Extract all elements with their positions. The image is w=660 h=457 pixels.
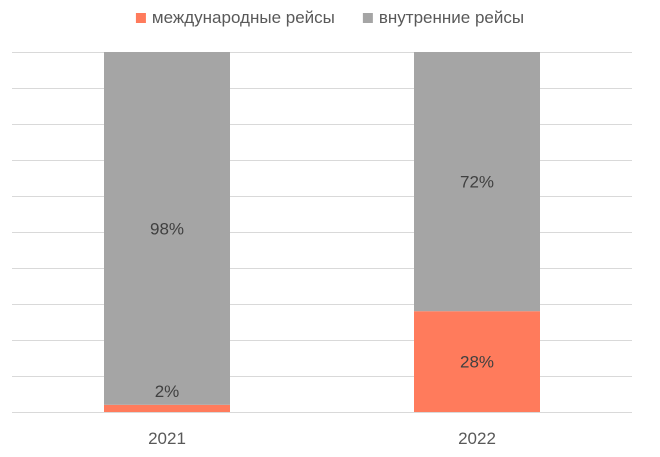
data-labels: 2% 98% 28% 72% xyxy=(150,173,494,401)
x-tick-label-2022: 2022 xyxy=(458,429,496,448)
legend-swatch-2 xyxy=(362,13,373,23)
legend-label-2: внутренние рейсы xyxy=(379,8,524,27)
data-label-2021-series-2: 98% xyxy=(150,219,184,238)
legend-item-2: внутренние рейсы xyxy=(362,8,524,27)
x-axis: 2021 2022 xyxy=(148,429,496,448)
data-label-2021-series-1: 2% xyxy=(155,382,180,401)
bar-2022-series-1 xyxy=(414,311,540,412)
bars xyxy=(104,52,540,412)
legend-swatch-1 xyxy=(135,13,146,23)
bar-2021-series-2 xyxy=(104,52,230,405)
legend-item-1: международные рейсы xyxy=(135,8,335,27)
bar-2021-series-1 xyxy=(104,404,230,412)
x-tick-label-2021: 2021 xyxy=(148,429,186,448)
data-label-2022-series-2: 72% xyxy=(460,173,494,192)
legend-label-1: международные рейсы xyxy=(152,8,335,27)
bar-2022-series-2 xyxy=(414,52,540,312)
legend: международные рейсы внутренние рейсы xyxy=(135,8,524,27)
data-label-2022-series-1: 28% xyxy=(460,353,494,372)
